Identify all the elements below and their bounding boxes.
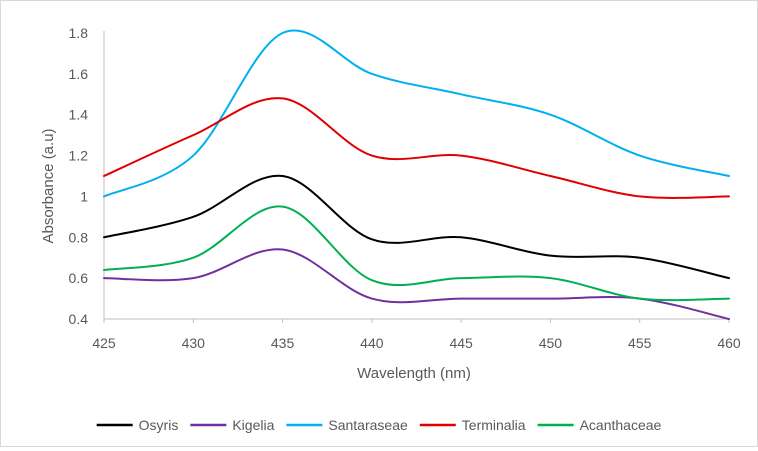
x-tick-label: 435 xyxy=(271,335,295,351)
legend-label: Osyris xyxy=(139,417,179,433)
y-tick-label: 1 xyxy=(80,188,88,204)
series-line-osyris xyxy=(103,174,730,280)
legend: Osyris Kigelia Santaraseae Terminalia Acanth… xyxy=(96,417,662,433)
x-tick-label: 445 xyxy=(449,335,473,351)
series-line-acanthaceae xyxy=(103,205,730,302)
legend-label: Santaraseae xyxy=(328,417,408,433)
x-tick-label: 440 xyxy=(360,335,384,351)
y-tick-label: 0.8 xyxy=(69,229,89,245)
y-tick-label: 0.4 xyxy=(69,311,89,327)
x-tick-label: 450 xyxy=(539,335,563,351)
series-line-santaraseae xyxy=(103,29,730,198)
x-tick-label: 430 xyxy=(182,335,206,351)
y-axis-label: Absorbance (a.u) xyxy=(40,128,57,243)
y-tick-label: 1.4 xyxy=(69,107,89,123)
axes: 0.4 0.6 0.8 1 1.2 1.4 1.6 1.8 425 430 435 440 445 450… xyxy=(69,25,741,351)
series-layer xyxy=(103,29,730,320)
x-tick-label: 460 xyxy=(717,335,741,351)
x-tick-label: 425 xyxy=(92,335,116,351)
x-axis-label: Wavelength (nm) xyxy=(357,365,471,382)
x-tick-label: 455 xyxy=(628,335,652,351)
legend-label: Terminalia xyxy=(462,417,526,433)
y-tick-label: 1.2 xyxy=(69,148,89,164)
legend-label: Acanthaceae xyxy=(580,417,662,433)
y-tick-label: 1.8 xyxy=(69,25,89,41)
series-line-terminalia xyxy=(103,97,730,199)
legend-label: Kigelia xyxy=(232,417,274,433)
y-tick-label: 1.6 xyxy=(69,66,89,82)
y-tick-label: 0.6 xyxy=(69,270,89,286)
